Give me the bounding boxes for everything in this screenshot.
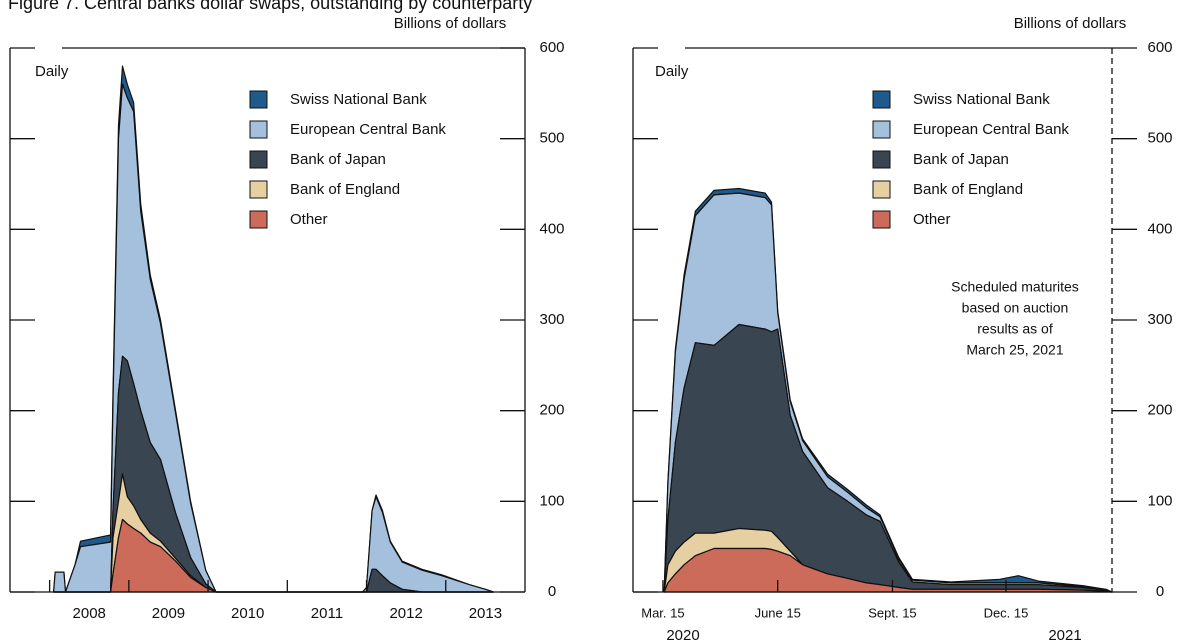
annotation: Scheduled maturites xyxy=(951,279,1079,295)
legend-label: Bank of England xyxy=(913,181,1023,198)
legend-swatch xyxy=(872,210,891,229)
frequency-label: Daily xyxy=(655,63,689,80)
y-tick-label: 300 xyxy=(1147,311,1172,328)
legend-swatch xyxy=(249,90,268,109)
y-tick-label: 0 xyxy=(548,583,556,600)
legend-label: Other xyxy=(290,211,328,228)
y-tick-label: 100 xyxy=(539,492,564,509)
frequency-label: Daily xyxy=(35,63,69,80)
legend-swatch xyxy=(249,120,268,139)
x-year-label: 2020 xyxy=(666,627,699,644)
x-tick-label: Sept. 15 xyxy=(868,605,916,620)
legend-label: European Central Bank xyxy=(913,121,1069,138)
y-tick-label: 300 xyxy=(539,311,564,328)
legend-swatch xyxy=(872,180,891,199)
legend-label: Bank of England xyxy=(290,181,400,198)
legend-swatch xyxy=(872,90,891,109)
legend-label: Other xyxy=(913,211,951,228)
x-tick-label: 2012 xyxy=(389,605,422,622)
x-tick-label: June 15 xyxy=(755,605,801,620)
y-tick-label: 0 xyxy=(1156,583,1164,600)
y-tick-label: 600 xyxy=(539,39,564,56)
x-tick-label: 2011 xyxy=(311,605,343,622)
legend-swatch xyxy=(872,120,891,139)
x-tick-label: Mar. 15 xyxy=(641,605,684,620)
legend-swatch xyxy=(249,150,268,169)
x-tick-label: 2010 xyxy=(231,605,264,622)
figure-title: Figure 7. Central banks dollar swaps, ou… xyxy=(8,0,532,13)
y-tick-label: 400 xyxy=(539,220,564,237)
y-tick-label: 500 xyxy=(1147,130,1172,147)
legend-swatch xyxy=(872,150,891,169)
annotation: based on auction xyxy=(962,300,1069,316)
x-tick-label: 2013 xyxy=(469,605,502,622)
y-tick-label: 100 xyxy=(1147,492,1172,509)
y-tick-label: 200 xyxy=(539,402,564,419)
legend-swatch xyxy=(249,210,268,229)
y-tick-label: 500 xyxy=(539,130,564,147)
x-tick-label: 2008 xyxy=(73,605,106,622)
x-tick-label: 2009 xyxy=(152,605,185,622)
y-axis-label: Billions of dollars xyxy=(394,15,507,32)
x-tick-label: Dec. 15 xyxy=(984,605,1029,620)
legend-label: Swiss National Bank xyxy=(913,91,1050,108)
y-tick-label: 200 xyxy=(1147,402,1172,419)
legend-label: Bank of Japan xyxy=(290,151,386,168)
y-tick-label: 600 xyxy=(1147,39,1172,56)
y-axis-label: Billions of dollars xyxy=(1014,15,1127,32)
legend-label: European Central Bank xyxy=(290,121,446,138)
legend-label: Swiss National Bank xyxy=(290,91,427,108)
y-tick-label: 400 xyxy=(1147,220,1172,237)
x-year-label: 2021 xyxy=(1048,627,1081,644)
legend-label: Bank of Japan xyxy=(913,151,1009,168)
annotation: March 25, 2021 xyxy=(966,342,1063,358)
legend-swatch xyxy=(249,180,268,199)
annotation: results as of xyxy=(977,321,1053,337)
